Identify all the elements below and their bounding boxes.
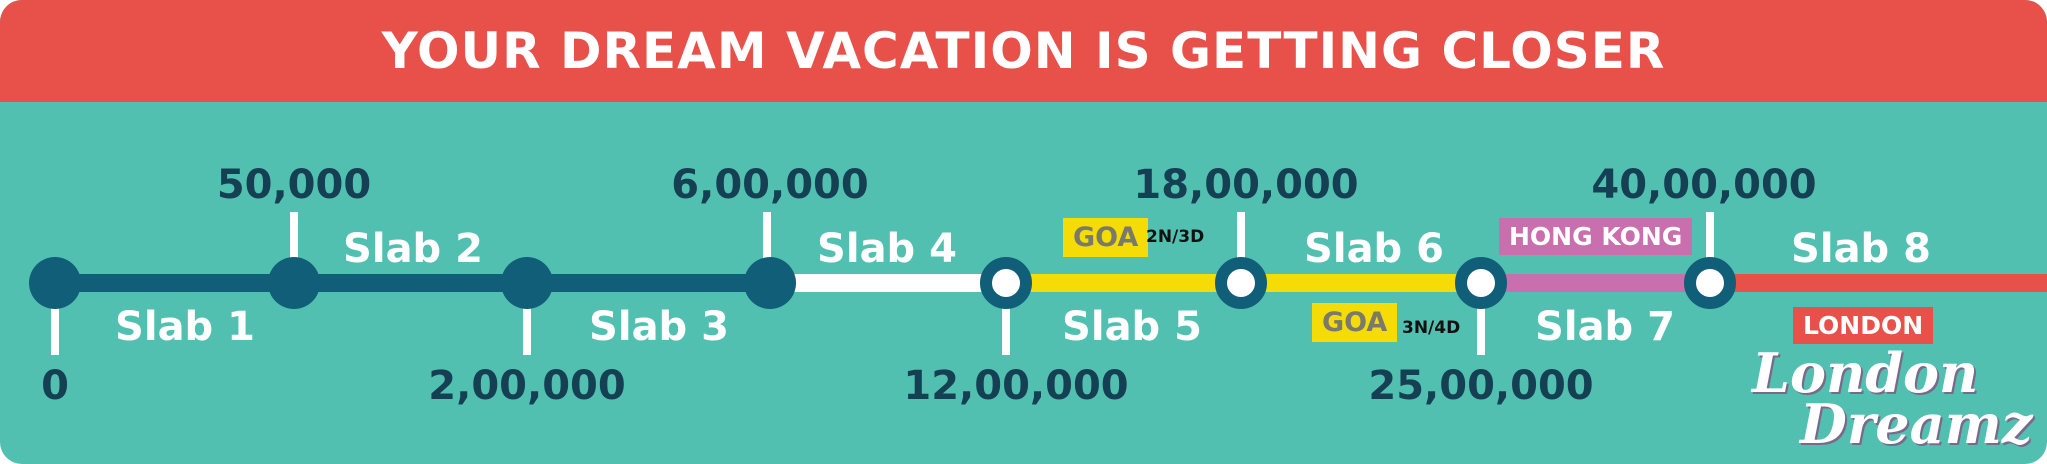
reward-tag-hong-kong: HONG KONG (1499, 218, 1693, 255)
node-50000 (268, 257, 320, 309)
node-1200000 (980, 257, 1032, 309)
tick-600000 (763, 212, 771, 267)
milestone-amount-600000: 6,00,000 (671, 162, 869, 208)
reward-duration-goa-upper: 2N/3D (1146, 227, 1205, 247)
slab-label-7: Slab 7 (1535, 304, 1675, 350)
milestone-amount-2500000: 25,00,000 (1368, 363, 1594, 409)
tick-4000000 (1706, 212, 1714, 262)
node-600000 (744, 257, 796, 309)
logo-line-2: Dreamz (1800, 392, 2033, 457)
node-2500000 (1455, 257, 1507, 309)
slab-label-2: Slab 2 (343, 226, 483, 272)
node-4000000 (1684, 257, 1736, 309)
slab-label-4: Slab 4 (817, 226, 957, 272)
tick-1200000 (1002, 305, 1010, 355)
tick-0 (51, 300, 59, 355)
tick-200000 (523, 300, 531, 355)
header-bar: YOUR DREAM VACATION IS GETTING CLOSER (0, 0, 2047, 102)
reward-duration-goa-lower: 3N/4D (1402, 318, 1461, 338)
tick-2500000 (1477, 305, 1485, 355)
milestone-amount-1200000: 12,00,000 (903, 363, 1129, 409)
reward-tag-goa-lower: GOA (1312, 303, 1398, 342)
slab-label-3: Slab 3 (589, 304, 729, 350)
slab-label-1: Slab 1 (115, 304, 255, 350)
reward-tag-london: LONDON (1793, 307, 1934, 344)
logo-line-1: London (1752, 341, 1979, 405)
reward-tag-goa-upper: GOA (1063, 218, 1149, 257)
milestone-amount-50000: 50,000 (216, 162, 372, 208)
node-1800000 (1215, 257, 1267, 309)
milestone-amount-200000: 2,00,000 (428, 363, 626, 409)
milestone-amount-0: 0 (41, 363, 69, 409)
milestone-amount-4000000: 40,00,000 (1591, 162, 1817, 208)
node-0 (29, 257, 81, 309)
slab-label-5: Slab 5 (1062, 304, 1202, 350)
slab-label-8: Slab 8 (1791, 226, 1931, 272)
tick-1800000 (1237, 212, 1245, 262)
node-200000 (501, 257, 553, 309)
tick-50000 (290, 212, 298, 267)
slab-label-6: Slab 6 (1304, 226, 1444, 272)
milestone-amount-1800000: 18,00,000 (1133, 162, 1359, 208)
london-dreamz-logo: London Dreamz (1752, 341, 2033, 457)
header-title: YOUR DREAM VACATION IS GETTING CLOSER (381, 22, 1666, 80)
